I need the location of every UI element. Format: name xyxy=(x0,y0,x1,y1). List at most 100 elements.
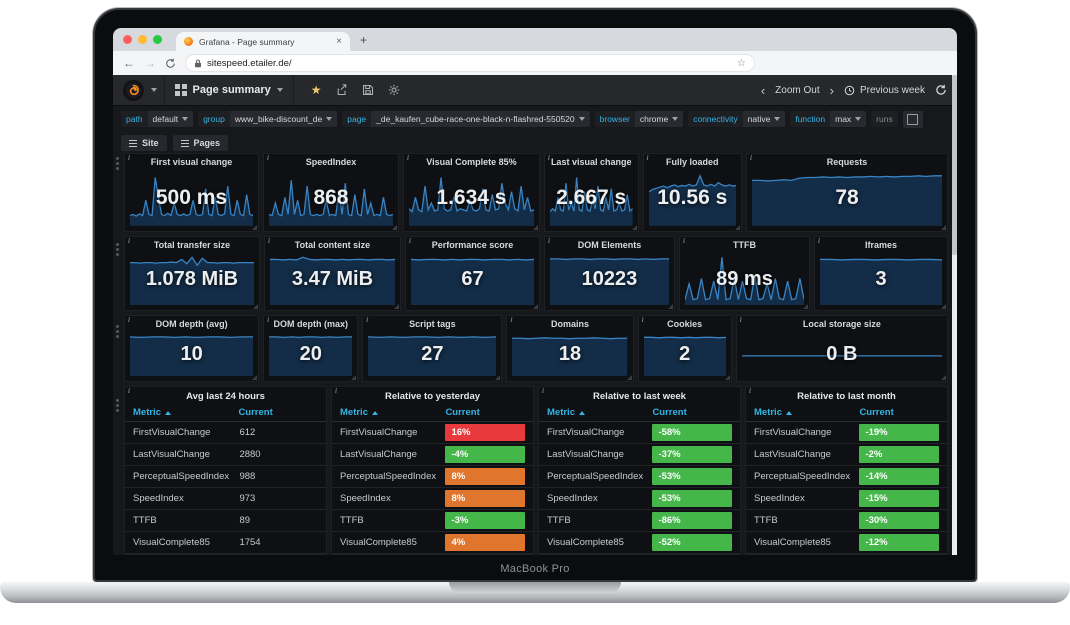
row-drag-handle[interactable] xyxy=(116,325,119,340)
panel-title[interactable]: Script tags xyxy=(409,318,456,329)
forward-icon[interactable]: → xyxy=(144,56,156,70)
time-range-picker[interactable]: Previous week xyxy=(844,85,925,96)
settings-gear-icon[interactable] xyxy=(388,84,400,96)
resize-handle[interactable] xyxy=(803,303,808,309)
filter-value-dropdown[interactable]: default xyxy=(147,111,194,127)
resize-handle[interactable] xyxy=(532,224,538,230)
panel-title[interactable]: TTFB xyxy=(732,239,756,250)
stat-panel-visual-complete[interactable]: Visual Complete 85% 1.634 s xyxy=(402,153,540,232)
col-header-metric[interactable]: Metric xyxy=(340,407,445,418)
tab-close-icon[interactable]: × xyxy=(336,36,342,47)
resize-handle[interactable] xyxy=(940,224,946,230)
logo-caret-down-icon[interactable] xyxy=(151,88,157,92)
minimize-window-button[interactable] xyxy=(138,35,147,44)
stat-panel-total-transfer-size[interactable]: Total transfer size 1.078 MiB xyxy=(124,235,260,311)
resize-handle[interactable] xyxy=(631,224,637,230)
time-shift-right-icon[interactable]: › xyxy=(829,82,834,98)
filter-value-dropdown[interactable]: chrome xyxy=(634,111,684,127)
page-scrollbar[interactable] xyxy=(952,75,957,555)
filter-value-dropdown[interactable]: native xyxy=(742,111,786,127)
stat-panel-first-visual-change[interactable]: First visual change 500 ms xyxy=(124,153,259,232)
resize-handle[interactable] xyxy=(252,375,258,381)
panel-title[interactable]: Fully loaded xyxy=(666,157,719,167)
stat-panel-fully-loaded[interactable]: Fully loaded 10.56 s xyxy=(642,153,743,232)
back-icon[interactable]: ← xyxy=(123,56,135,70)
resize-handle[interactable] xyxy=(532,303,538,309)
resize-handle[interactable] xyxy=(941,375,946,381)
resize-handle[interactable] xyxy=(735,224,741,230)
panel-title[interactable]: Total transfer size xyxy=(153,239,231,250)
stat-panel-requests[interactable]: Requests 78 xyxy=(746,153,948,232)
fullscreen-window-button[interactable] xyxy=(153,35,162,44)
stat-panel-dom-depth-avg[interactable]: DOM depth (avg) 10 xyxy=(124,314,260,383)
site-row-button[interactable]: Site xyxy=(121,135,167,151)
panel-title[interactable]: Iframes xyxy=(864,239,898,250)
scrollbar-thumb[interactable] xyxy=(952,75,957,255)
stat-panel-script-tags[interactable]: Script tags 27 xyxy=(362,314,503,383)
table-title[interactable]: Relative to last week xyxy=(593,391,686,403)
table-title[interactable]: Relative to last month xyxy=(797,391,896,403)
row-drag-handle[interactable] xyxy=(116,157,119,172)
refresh-icon[interactable] xyxy=(935,84,947,96)
table-relative-to-last-month[interactable]: Relative to last month Metric Current Fi… xyxy=(745,386,948,555)
pages-row-button[interactable]: Pages xyxy=(172,135,229,151)
panel-title[interactable]: Local storage size xyxy=(802,318,881,329)
stat-panel-local-storage-size[interactable]: Local storage size 0 B xyxy=(735,314,948,383)
browser-tab[interactable]: Grafana - Page summary × xyxy=(176,32,350,51)
table-title[interactable]: Avg last 24 hours xyxy=(186,391,265,403)
filter-value-dropdown[interactable]: www_bike-discount_de xyxy=(229,111,338,127)
panel-title[interactable]: First visual change xyxy=(150,157,233,167)
resize-handle[interactable] xyxy=(391,224,397,230)
resize-handle[interactable] xyxy=(941,303,946,309)
grafana-logo[interactable] xyxy=(123,79,144,101)
stat-panel-dom-depth-max[interactable]: DOM depth (max) 20 xyxy=(263,314,359,383)
dashboard-picker[interactable]: Page summary xyxy=(164,75,294,105)
panel-title[interactable]: Performance score xyxy=(431,239,514,250)
resize-handle[interactable] xyxy=(724,375,730,381)
stat-panel-speedindex[interactable]: SpeedIndex 868 xyxy=(262,153,399,232)
stat-panel-total-content-size[interactable]: Total content size 3.47 MiB xyxy=(263,235,401,311)
panel-title[interactable]: SpeedIndex xyxy=(305,157,357,167)
zoom-out-button[interactable]: Zoom Out xyxy=(775,84,820,96)
resize-handle[interactable] xyxy=(495,375,501,381)
col-header-current[interactable]: Current xyxy=(445,407,480,419)
col-header-current[interactable]: Current xyxy=(238,407,273,419)
address-bar[interactable]: sitespeed.etailer.de/ ☆ xyxy=(185,54,755,72)
stat-panel-iframes[interactable]: Iframes 3 xyxy=(814,235,948,311)
stat-panel-last-visual-change[interactable]: Last visual change 2.667 s xyxy=(543,153,639,232)
stat-panel-dom-elements[interactable]: DOM Elements 10223 xyxy=(543,235,675,311)
panel-title[interactable]: DOM Elements xyxy=(577,239,642,250)
col-header-current[interactable]: Current xyxy=(652,407,687,419)
panel-title[interactable]: DOM depth (avg) xyxy=(155,318,228,329)
row-drag-handle[interactable] xyxy=(116,243,119,258)
panel-title[interactable]: Requests xyxy=(826,157,868,167)
runs-checkbox[interactable] xyxy=(907,113,919,125)
panel-title[interactable]: Last visual change xyxy=(550,157,632,167)
resize-handle[interactable] xyxy=(351,375,357,381)
stat-panel-performance-score[interactable]: Performance score 67 xyxy=(404,235,540,311)
panel-title[interactable]: Total content size xyxy=(294,239,371,250)
share-icon[interactable] xyxy=(336,84,348,96)
table-relative-to-yesterday[interactable]: Relative to yesterday Metric Current Fir… xyxy=(331,386,534,555)
new-tab-button[interactable]: + xyxy=(360,32,368,47)
bookmark-star-icon[interactable]: ☆ xyxy=(737,57,746,69)
resize-handle[interactable] xyxy=(252,303,258,309)
col-header-metric[interactable]: Metric xyxy=(133,407,238,418)
close-window-button[interactable] xyxy=(123,35,132,44)
filter-value-dropdown[interactable]: max xyxy=(830,111,867,127)
save-icon[interactable] xyxy=(362,84,374,96)
col-header-current[interactable]: Current xyxy=(859,407,894,419)
col-header-metric[interactable]: Metric xyxy=(547,407,652,418)
favorite-star-icon[interactable]: ★ xyxy=(310,83,322,97)
stat-panel-ttfb[interactable]: TTFB 89 ms xyxy=(678,235,810,311)
table-relative-to-last-week[interactable]: Relative to last week Metric Current Fir… xyxy=(538,386,741,555)
resize-handle[interactable] xyxy=(251,224,257,230)
resize-handle[interactable] xyxy=(393,303,399,309)
filter-value-dropdown[interactable]: _de_kaufen_cube-race-one-black-n-flashre… xyxy=(371,111,590,127)
table-avg-last-24-hours[interactable]: Avg last 24 hours Metric Current FirstVi… xyxy=(124,386,327,555)
panel-title[interactable]: DOM depth (max) xyxy=(273,318,348,329)
panel-title[interactable]: Domains xyxy=(551,318,590,329)
table-title[interactable]: Relative to yesterday xyxy=(384,391,481,403)
row-drag-handle[interactable] xyxy=(116,399,119,414)
stat-panel-domains[interactable]: Domains 18 xyxy=(506,314,634,383)
